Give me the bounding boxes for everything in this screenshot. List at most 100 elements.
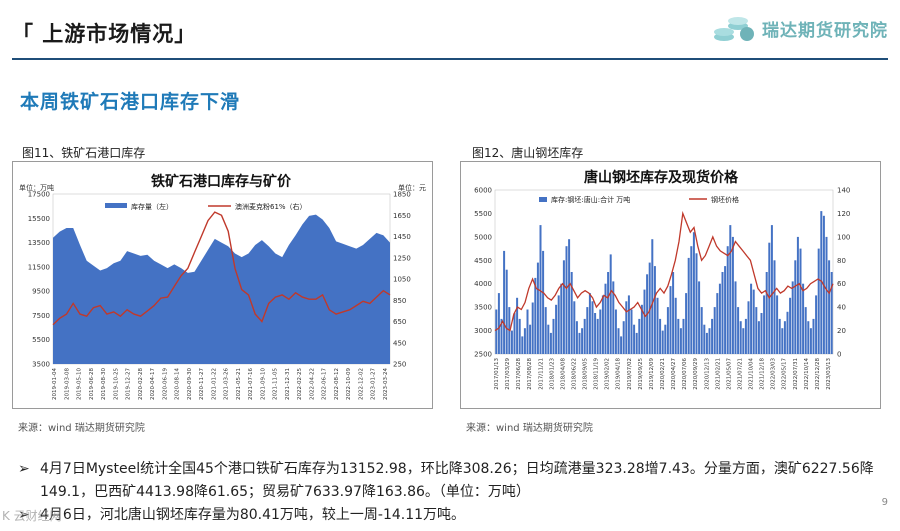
inventory-bar [770,225,773,354]
inventory-area [53,214,390,364]
inventory-bar [656,297,659,354]
legend-swatch-billet-inventory [539,197,547,202]
y-left-tick-label: 5500 [32,336,50,344]
inventory-bar [695,253,698,354]
x-tick-label: 2022-08-12 [334,368,340,400]
bullet-item-1: ➢ 4月7日Mysteel统计全国45个港口铁矿石库存为13152.98，环比降… [18,458,888,504]
inventory-bar [672,272,675,354]
inventory-bar [742,328,745,354]
inventory-bar [817,248,820,354]
inventory-bar [791,281,794,354]
inventory-bar [802,283,805,354]
x-tick-label: 2020-11-27 [199,368,205,400]
y-left-tick-label: 17500 [28,191,50,199]
x-tick-label: 2021-01-22 [211,368,217,400]
inventory-bar [804,307,807,354]
inventory-bar [760,313,763,354]
inventory-bar [547,324,550,354]
y-right-tick-label: 0 [837,351,841,359]
y-left-tick-label: 7500 [32,312,50,320]
chart1-title: 铁矿石港口库存与矿价 [151,173,292,190]
inventory-bar [820,211,823,354]
inventory-bar [752,289,755,354]
y-right-tick-label: 120 [837,210,850,218]
inventory-bar [825,236,828,354]
x-tick-label: 2021/12/18 [760,358,766,390]
y-right-tick-label: 650 [393,318,406,326]
inventory-bar [744,318,747,354]
chart-frame-1: 铁矿石港口库存与矿价 单位：万吨 单位：元 17500 15500 13500 115… [12,161,433,409]
inventory-bar [544,307,547,354]
inventory-bar [705,332,708,354]
y-left-tick-label: 15500 [28,215,50,223]
inventory-bar [539,225,542,354]
inventory-bar [495,309,498,354]
x-tick-label: 2021/10/04 [749,358,755,390]
legend-label-inventory: 库存量（左） [131,202,173,211]
chart1-legend: 库存量（左） 澳洲麦克粉61%（右） [105,202,307,211]
inventory-bar [568,239,571,354]
bullet-text-1: 4月7日Mysteel统计全国45个港口铁矿石库存为13152.98，环比降30… [40,461,874,500]
inventory-bar [542,250,545,354]
x-tick-label: 2022/05/17 [782,358,788,390]
y-right-tick-label: 60 [837,280,846,288]
x-tick-label: 2019-10-25 [113,368,119,400]
x-tick-label: 2022/07/31 [793,358,799,390]
inventory-bar [560,283,563,354]
inventory-bar [690,246,693,354]
inventory-bar [721,272,724,354]
inventory-bar [711,318,714,354]
inventory-bar [622,321,625,354]
bullet-arrow-icon: ➢ [18,461,30,477]
inventory-bar [578,332,581,354]
inventory-bar [614,309,617,354]
inventory-bar [581,328,584,354]
inventory-bar [570,272,573,354]
x-tick-label: 2017/11/21 [538,358,544,390]
x-tick-label: 2022-10-09 [346,368,352,400]
y-left-tick-label: 9500 [32,288,50,296]
x-tick-label: 2021-07-16 [248,368,254,400]
x-tick-label: 2020-09-30 [187,368,193,400]
bullet-list: ➢ 4月7日Mysteel统计全国45个港口铁矿石库存为13152.98，环比降… [18,458,888,527]
x-tick-label: 2019/04/18 [616,358,622,390]
inventory-bar [731,236,734,354]
inventory-bar [661,330,664,354]
inventory-bar [523,328,526,354]
x-tick-label: 2020/12/13 [704,358,710,390]
inventory-bar [583,318,586,354]
x-tick-label: 2019/02/02 [605,358,611,390]
chart-iron-ore-inventory: 铁矿石港口库存与矿价 单位：万吨 单位：元 17500 15500 13500 115… [19,173,426,400]
y-right-tick-label: 80 [837,257,846,265]
inventory-bar [643,289,646,354]
y-right-tick-label: 1850 [393,191,411,199]
inventory-bar [503,250,506,354]
inventory-bar [555,304,558,354]
inventory-bar [633,324,636,354]
inventory-bar [573,301,576,354]
inventory-bar [739,321,742,354]
inventory-bar [757,321,760,354]
x-tick-label: 2021-12-31 [285,368,291,400]
inventory-bar [796,236,799,354]
inventory-bar [828,260,831,354]
y-right-tick-label: 850 [393,297,406,305]
inventory-bar [588,293,591,354]
inventory-bar [698,281,701,354]
y-left-tick-label: 5500 [474,210,492,218]
chart-frame-2: 唐山钢坯库存及现货价格 6000 5500 5000 4500 4000 3500 3000… [460,161,881,409]
y-right-tick-label: 1650 [393,212,411,220]
chart2-legend: 库存:钢坯:唐山:合计 万吨 钢坯价格 [539,195,739,204]
inventory-bar [713,307,716,354]
inventory-bar [799,248,802,354]
y-right-tick-label: 450 [393,339,406,347]
legend-label-billet-inventory: 库存:钢坯:唐山:合计 万吨 [551,195,630,204]
inventory-bar [594,313,597,354]
x-tick-label: 2018/09/05 [583,358,589,390]
x-tick-label: 2019-01-04 [52,368,58,400]
inventory-bar [773,260,776,354]
x-tick-label: 2019-06-28 [89,368,95,400]
inventory-bar [500,318,503,354]
x-tick-label: 2017/08/28 [527,358,533,390]
y-left-tick-label: 4000 [474,280,492,288]
